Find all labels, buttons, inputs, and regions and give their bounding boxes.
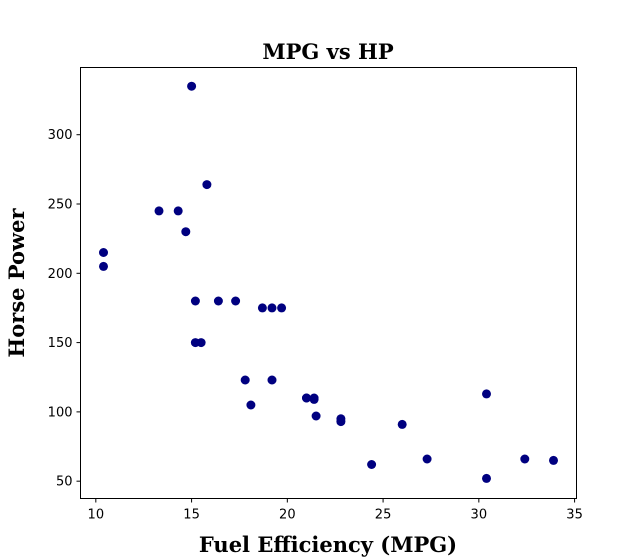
- data-point-7: [367, 460, 377, 469]
- plot-frame: [80, 67, 577, 499]
- y-axis-ticks: 50 100 150 200 250 300: [48, 128, 81, 490]
- data-point-11: [213, 296, 223, 306]
- data-point-20: [311, 411, 321, 421]
- data-point-29: [277, 303, 287, 313]
- data-point-27: [482, 389, 491, 399]
- x-tick-label-20: 20: [279, 508, 296, 523]
- data-point-17: [520, 454, 530, 464]
- x-tick-label-25: 25: [375, 508, 392, 523]
- data-point-30: [187, 81, 197, 91]
- x-tick-label-10: 10: [88, 508, 105, 523]
- chart-title: MPG vs HP: [262, 39, 393, 64]
- x-axis-ticks: 10 15 20 25 30 35: [88, 498, 583, 523]
- x-axis-label: Fuel Efficiency (MPG): [199, 532, 457, 557]
- data-point-8: [336, 414, 346, 424]
- data-point-26: [397, 419, 407, 429]
- data-point-1: [302, 393, 311, 403]
- data-point-6: [173, 206, 183, 216]
- data-point-4: [257, 303, 267, 313]
- x-tick-label-35: 35: [566, 508, 583, 523]
- data-point-13: [190, 296, 200, 306]
- data-points: [99, 81, 558, 483]
- data-point-19: [549, 455, 558, 465]
- data-point-22: [190, 338, 200, 348]
- data-point-18: [482, 473, 491, 483]
- data-point-14: [99, 261, 108, 271]
- y-tick-label-250: 250: [48, 198, 73, 213]
- y-axis-label: Horse Power: [4, 207, 29, 357]
- data-point-25: [422, 454, 432, 464]
- x-tick-label-15: 15: [183, 508, 200, 523]
- data-point-10: [240, 375, 250, 385]
- data-point-16: [181, 227, 191, 237]
- y-tick-label-200: 200: [48, 267, 73, 282]
- data-point-24: [267, 303, 277, 313]
- data-point-15: [99, 248, 108, 257]
- y-tick-label-150: 150: [48, 336, 73, 351]
- data-point-31: [309, 394, 319, 404]
- y-tick-label-300: 300: [48, 128, 73, 143]
- data-point-23: [154, 206, 164, 216]
- x-tick-label-30: 30: [471, 508, 488, 523]
- y-tick-label-50: 50: [56, 475, 73, 490]
- data-point-28: [202, 180, 212, 190]
- data-point-9: [267, 375, 277, 385]
- data-point-5: [246, 400, 256, 410]
- data-point-12: [231, 296, 241, 306]
- y-tick-label-100: 100: [48, 405, 73, 420]
- plot-area: [80, 67, 577, 499]
